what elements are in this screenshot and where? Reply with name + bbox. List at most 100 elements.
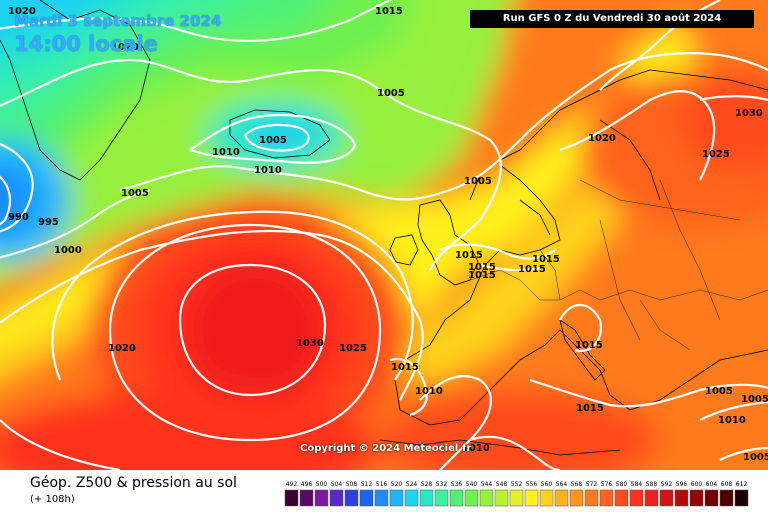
isobar-label: 1020 <box>108 343 136 354</box>
legend-value: 520 <box>391 481 403 488</box>
legend-swatch <box>434 489 449 507</box>
forecast-date: Mardi 3 septembre 2024 <box>14 12 222 30</box>
legend-swatch <box>554 489 569 507</box>
legend-value: 536 <box>451 481 463 488</box>
legend-value: 496 <box>301 481 313 488</box>
legend-swatch <box>464 489 479 507</box>
legend-swatch <box>329 489 344 507</box>
legend-swatch <box>389 489 404 507</box>
isobar-label: 990 <box>8 212 29 223</box>
forecast-time: 14:00 locale <box>14 32 158 56</box>
isobar-label: 1005 <box>741 394 768 405</box>
legend-value: 612 <box>736 481 748 488</box>
isobar-label: 1030 <box>296 338 324 349</box>
isobar-label: 1015 <box>518 264 546 275</box>
legend-swatch <box>449 489 464 507</box>
isobar-label: 1015 <box>391 362 419 373</box>
copyright: Copyright © 2024 Meteociel.fr <box>300 443 472 454</box>
isobar-label: 1010 <box>718 415 746 426</box>
legend-swatch <box>539 489 554 507</box>
isobar-label: 1020 <box>8 6 36 17</box>
map-title: Géop. Z500 & pression au sol <box>30 475 237 491</box>
legend-swatch <box>509 489 524 507</box>
weather-map: 1020 1015 1020 1005 1005 1010 1010 1005 990 995 10… <box>0 0 768 470</box>
legend-value: 528 <box>421 481 433 488</box>
legend-swatch <box>629 489 644 507</box>
legend-swatch <box>584 489 599 507</box>
legend-value: 592 <box>661 481 673 488</box>
legend-swatch <box>569 489 584 507</box>
legend-swatch <box>644 489 659 507</box>
borders <box>469 179 768 351</box>
isobar-label: 1015 <box>468 262 496 273</box>
legend-value: 556 <box>526 481 538 488</box>
isobar-label: 1020 <box>111 42 139 53</box>
legend-swatch <box>419 489 434 507</box>
legend-swatch <box>689 489 704 507</box>
legend-value: 584 <box>631 481 643 488</box>
isobar-label: 1015 <box>576 403 604 414</box>
isobar-label: 1010 <box>254 165 282 176</box>
isobar-label: 1010 <box>415 386 443 397</box>
legend-value: 492 <box>286 481 298 488</box>
legend-swatch <box>524 489 539 507</box>
legend-value: 508 <box>346 481 358 488</box>
isobar-label: 1005 <box>377 88 405 99</box>
legend-swatch <box>314 489 329 507</box>
legend-value: 516 <box>376 481 388 488</box>
isobar-label: 1015 <box>375 6 403 17</box>
legend-value: 608 <box>721 481 733 488</box>
isobar-labels: 1020 1015 1020 1005 1005 1010 1010 1005 990 995 10… <box>8 6 768 463</box>
legend-swatch <box>674 489 689 507</box>
legend-swatch <box>614 489 629 507</box>
map-canvas: 1020 1015 1020 1005 1005 1010 1010 1005 990 995 10… <box>0 0 768 470</box>
isobar-label: 1015 <box>468 270 496 281</box>
isobar-label: 1020 <box>588 133 616 144</box>
legend-swatch <box>599 489 614 507</box>
legend-value: 504 <box>331 481 343 488</box>
isobar-label: 1015 <box>532 254 560 265</box>
legend-swatch <box>344 489 359 507</box>
legend-value: 560 <box>541 481 553 488</box>
legend-value: 548 <box>496 481 508 488</box>
legend-value: 580 <box>616 481 628 488</box>
isobar-label: 1010 <box>212 147 240 158</box>
run-info: Run GFS 0 Z du Vendredi 30 août 2024 <box>470 10 754 28</box>
isobar-lines <box>0 0 768 470</box>
color-legend: 492 496 500 504 508 512 516 520 524 528 532 536 540 5… <box>284 481 749 507</box>
legend-swatch <box>479 489 494 507</box>
isobar-label: 1015 <box>575 340 603 351</box>
legend-swatch <box>299 489 314 507</box>
legend-value: 500 <box>316 481 328 488</box>
legend-swatch <box>374 489 389 507</box>
legend-value: 552 <box>511 481 523 488</box>
legend-value: 524 <box>406 481 418 488</box>
legend-swatch <box>404 489 419 507</box>
isobar-label: 1005 <box>121 188 149 199</box>
legend-value: 576 <box>601 481 613 488</box>
isobar-label: 1005 <box>743 452 768 463</box>
legend-swatch <box>719 489 734 507</box>
isobar-label: 995 <box>38 217 59 228</box>
legend-swatch <box>359 489 374 507</box>
legend-value: 568 <box>571 481 583 488</box>
legend-swatch <box>734 489 749 507</box>
legend-swatch <box>704 489 719 507</box>
legend-value: 512 <box>361 481 373 488</box>
isobar-label: 1010 <box>462 443 490 454</box>
isobar-label: 1030 <box>735 108 763 119</box>
legend-value: 544 <box>481 481 493 488</box>
legend-value: 600 <box>691 481 703 488</box>
legend-value: 596 <box>676 481 688 488</box>
isobar-label: 1025 <box>339 343 367 354</box>
isobar-label: 1005 <box>259 135 287 146</box>
isobar-label: 1005 <box>464 176 492 187</box>
isobar-label: 1015 <box>455 250 483 261</box>
legend-value: 540 <box>466 481 478 488</box>
legend-value: 588 <box>646 481 658 488</box>
legend-swatch <box>659 489 674 507</box>
legend-value: 604 <box>706 481 718 488</box>
legend-swatch <box>284 489 299 507</box>
legend-value: 564 <box>556 481 568 488</box>
isobar-label: 1005 <box>705 386 733 397</box>
